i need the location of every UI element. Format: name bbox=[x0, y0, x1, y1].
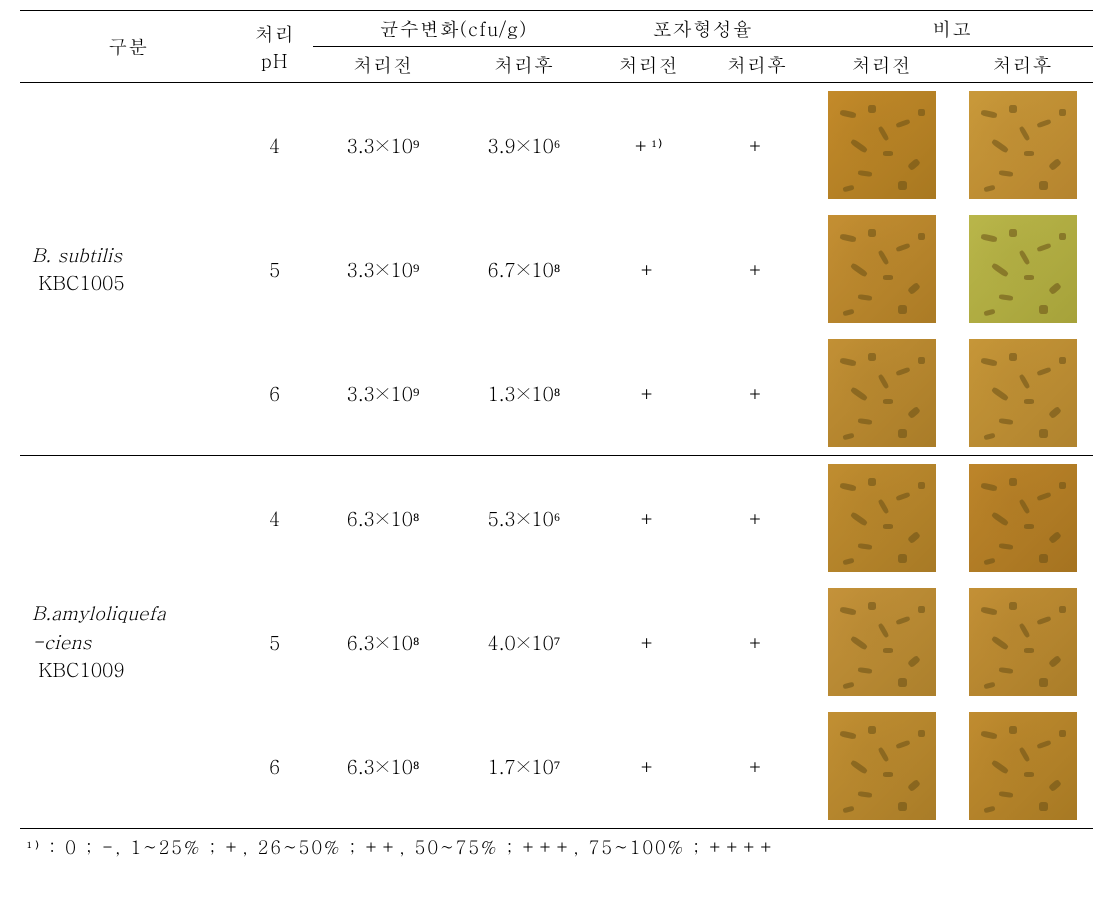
micrograph-swatch bbox=[969, 339, 1077, 447]
remark-before-cell bbox=[811, 331, 952, 456]
cfu-after: 1.3×10⁸ bbox=[454, 331, 595, 456]
micrograph-swatch bbox=[969, 91, 1077, 199]
header-cfu-group: 균수변화(cfu/g) bbox=[313, 11, 595, 47]
cfu-before: 3.3×10⁹ bbox=[313, 207, 454, 331]
spore-before: +¹⁾ bbox=[594, 83, 702, 208]
remark-before-cell bbox=[811, 207, 952, 331]
header-remark-before: 처리전 bbox=[811, 47, 952, 83]
strain-name: B. subtilis KBC1005 bbox=[20, 83, 237, 456]
remark-after-cell bbox=[952, 456, 1093, 581]
remark-after-cell bbox=[952, 580, 1093, 704]
ph-value: 4 bbox=[237, 456, 313, 581]
spore-after: + bbox=[703, 704, 811, 829]
remark-before-cell bbox=[811, 456, 952, 581]
header-spore-group: 포자형성율 bbox=[594, 11, 811, 47]
micrograph-swatch bbox=[828, 339, 936, 447]
experiment-table: 구분 처리 pH 균수변화(cfu/g) 포자형성율 비고 처리전 처리후 처리… bbox=[20, 10, 1093, 829]
table-row: B. subtilis KBC100543.3×10⁹3.9×10⁶+¹⁾+ bbox=[20, 83, 1093, 208]
spore-before: + bbox=[594, 331, 702, 456]
remark-after-cell bbox=[952, 83, 1093, 208]
header-cfu-after: 처리후 bbox=[454, 47, 595, 83]
header-cfu-before: 처리전 bbox=[313, 47, 454, 83]
header-spore-after: 처리후 bbox=[703, 47, 811, 83]
strain-name: B.amyloliquefa-ciens KBC1009 bbox=[20, 456, 237, 829]
header-category: 구분 bbox=[20, 11, 237, 83]
strain-name-italic: B.amyloliquefa bbox=[32, 599, 166, 626]
cfu-before: 6.3×10⁸ bbox=[313, 456, 454, 581]
ph-value: 6 bbox=[237, 704, 313, 829]
cfu-before: 3.3×10⁹ bbox=[313, 331, 454, 456]
spore-after: + bbox=[703, 207, 811, 331]
spore-before: + bbox=[594, 580, 702, 704]
strain-code: KBC1009 bbox=[32, 656, 125, 683]
cfu-after: 1.7×10⁷ bbox=[454, 704, 595, 829]
remark-after-cell bbox=[952, 207, 1093, 331]
cfu-before: 3.3×10⁹ bbox=[313, 83, 454, 208]
spore-after: + bbox=[703, 580, 811, 704]
micrograph-swatch bbox=[828, 215, 936, 323]
header-ph: 처리 pH bbox=[237, 11, 313, 83]
micrograph-swatch bbox=[828, 588, 936, 696]
micrograph-swatch bbox=[969, 464, 1077, 572]
footnote: ¹⁾ : 0 ; -, 1~25% ; +, 26~50% ; ++, 50~7… bbox=[20, 829, 1093, 860]
ph-value: 5 bbox=[237, 580, 313, 704]
header-remark-after: 처리후 bbox=[952, 47, 1093, 83]
micrograph-swatch bbox=[828, 464, 936, 572]
table-header: 구분 처리 pH 균수변화(cfu/g) 포자형성율 비고 처리전 처리후 처리… bbox=[20, 11, 1093, 83]
cfu-before: 6.3×10⁸ bbox=[313, 580, 454, 704]
ph-value: 6 bbox=[237, 331, 313, 456]
strain-code: KBC1005 bbox=[32, 269, 125, 296]
spore-after: + bbox=[703, 83, 811, 208]
micrograph-swatch bbox=[969, 712, 1077, 820]
micrograph-swatch bbox=[969, 588, 1077, 696]
spore-before: + bbox=[594, 704, 702, 829]
ph-value: 5 bbox=[237, 207, 313, 331]
table-body: B. subtilis KBC100543.3×10⁹3.9×10⁶+¹⁾+53… bbox=[20, 83, 1093, 829]
remark-before-cell bbox=[811, 580, 952, 704]
spore-after: + bbox=[703, 331, 811, 456]
cfu-after: 5.3×10⁶ bbox=[454, 456, 595, 581]
micrograph-swatch bbox=[969, 215, 1077, 323]
ph-value: 4 bbox=[237, 83, 313, 208]
strain-name-italic: B. subtilis bbox=[32, 241, 122, 268]
micrograph-swatch bbox=[828, 712, 936, 820]
table-row: B.amyloliquefa-ciens KBC100946.3×10⁸5.3×… bbox=[20, 456, 1093, 581]
header-remark-group: 비고 bbox=[811, 11, 1093, 47]
cfu-after: 4.0×10⁷ bbox=[454, 580, 595, 704]
remark-after-cell bbox=[952, 704, 1093, 829]
header-spore-before: 처리전 bbox=[594, 47, 702, 83]
spore-before: + bbox=[594, 456, 702, 581]
cfu-before: 6.3×10⁸ bbox=[313, 704, 454, 829]
micrograph-swatch bbox=[828, 91, 936, 199]
remark-after-cell bbox=[952, 331, 1093, 456]
remark-before-cell bbox=[811, 704, 952, 829]
spore-before: + bbox=[594, 207, 702, 331]
cfu-after: 3.9×10⁶ bbox=[454, 83, 595, 208]
remark-before-cell bbox=[811, 83, 952, 208]
cfu-after: 6.7×10⁸ bbox=[454, 207, 595, 331]
spore-after: + bbox=[703, 456, 811, 581]
